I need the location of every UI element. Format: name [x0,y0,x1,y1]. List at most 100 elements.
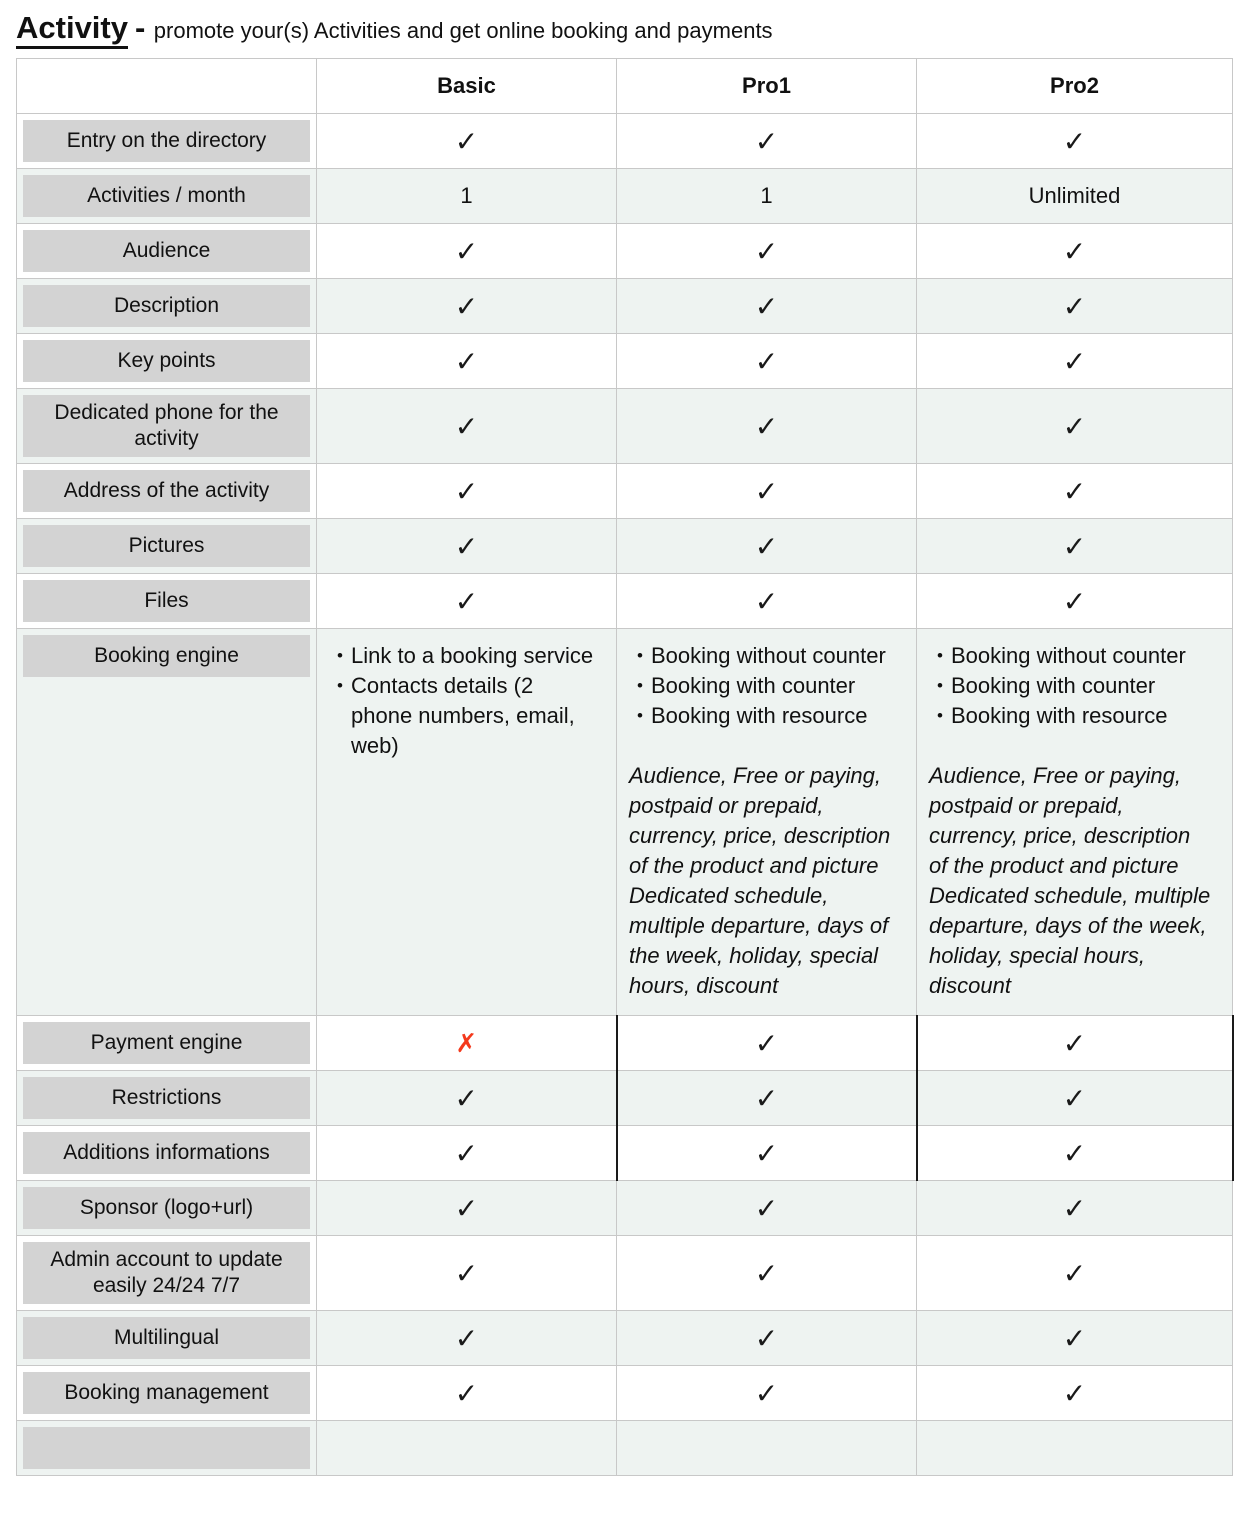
check-cell: ✓ [316,463,617,519]
bullet-text: Contacts details (2 phone numbers, email… [351,673,575,758]
check-cell: ✓ [916,518,1233,574]
row-label [23,1427,310,1469]
check-icon: ✓ [1062,1082,1087,1114]
bullet-text: Booking without counter [651,643,886,668]
check-icon: ✓ [454,1137,478,1169]
features-note: Audience, Free or paying, postpaid or pr… [929,763,1211,998]
check-icon: ✓ [1062,1257,1087,1289]
check-cell: ✓ [316,1310,617,1366]
features-note: Audience, Free or paying, postpaid or pr… [629,763,891,998]
check-cell: ✓ [916,113,1233,169]
feature-bullet: • Booking with counter [629,671,898,701]
check-icon: ✓ [454,530,479,562]
page-header: Activity - promote your(s) Activities and… [16,10,1234,49]
table-row: Additions informations ✓ ✓ ✓ [16,1125,1234,1181]
row-label-cell: Multilingual [16,1310,317,1366]
comparison-table-body: Entry on the directory ✓ ✓ ✓ Activities / mo… [16,113,1234,1476]
check-icon: ✓ [454,345,479,377]
check-cell: ✓ [316,573,617,629]
check-icon: ✓ [754,1027,779,1059]
row-label: Files [23,580,310,622]
check-icon: ✓ [1062,475,1087,507]
check-icon: ✓ [454,1192,479,1224]
table-row [16,1420,1233,1476]
row-label: Admin account to update easily 24/24 7/7 [23,1242,310,1304]
table-header-row: Basic Pro1 Pro2 [16,58,1233,114]
table-row: Payment engine ✗ ✓ ✓ [16,1015,1234,1071]
feature-bullet: • Contacts details (2 phone numbers, emai… [329,671,598,761]
check-cell: ✓ [616,333,917,389]
check-cell: ✓ [616,388,917,464]
check-icon: ✓ [1062,345,1087,377]
table-row: Multilingual ✓ ✓ ✓ [16,1310,1233,1366]
check-cell: ✓ [616,113,917,169]
check-icon: ✓ [454,1322,479,1354]
page-subtitle: promote your(s) Activities and get onlin… [153,18,773,43]
check-cell: ✓ [916,1235,1233,1311]
check-cell: ✓ [316,113,617,169]
check-cell: ✓ [916,333,1233,389]
check-icon: ✓ [754,1192,779,1224]
column-header-pro1: Pro1 [616,58,917,114]
bullet-dot-icon: • [637,646,643,665]
bullet-dot-icon: • [937,646,943,665]
check-cell: ✓ [616,1180,917,1236]
check-icon: ✓ [754,410,779,442]
check-cell: ✓ [616,573,917,629]
check-cell: ✓ [616,518,917,574]
bullet-text: Booking with counter [651,673,856,698]
check-cell: ✓ [316,1235,617,1311]
empty-cell [316,1420,617,1476]
check-cell: ✓ [316,1070,617,1126]
bullet-text: Booking with resource [651,703,868,728]
column-header-basic: Basic [316,58,617,114]
check-icon: ✓ [454,410,479,442]
check-cell: ✓ [616,1235,917,1311]
row-label: Pictures [23,525,310,567]
check-cell: ✓ [916,388,1233,464]
check-cell: ✓ [616,463,917,519]
bullet-dot-icon: • [937,706,943,725]
check-icon: ✓ [1062,530,1087,562]
row-label-cell: Address of the activity [16,463,317,519]
row-label: Booking engine [23,635,310,677]
check-icon: ✓ [1062,1137,1087,1169]
page: Activity - promote your(s) Activities and… [16,10,1234,1476]
row-label-cell: Audience [16,223,317,279]
feature-bullet: • Booking without counter [929,641,1214,671]
features-cell: • Booking without counter • Booking with co… [616,628,917,1016]
table-row: Dedicated phone for the activity ✓ ✓ ✓ [16,388,1233,464]
check-icon: ✓ [454,1377,479,1409]
check-icon: ✓ [754,1137,779,1169]
row-label: Restrictions [23,1077,310,1119]
row-label-cell: Booking management [16,1365,317,1421]
table-row: Key points ✓ ✓ ✓ [16,333,1233,389]
check-cell: ✓ [316,1365,617,1421]
row-label-cell: Additions informations [16,1125,317,1181]
cross-cell: ✗ [316,1015,617,1071]
check-icon: ✓ [1062,125,1087,157]
bullet-dot-icon: • [937,676,943,695]
check-icon: ✓ [754,1377,779,1409]
empty-cell [616,1420,917,1476]
bullet-dot-icon: • [337,676,343,695]
title-separator: - [134,10,146,45]
bullet-text: Booking with resource [951,703,1168,728]
feature-bullet: • Booking with counter [929,671,1214,701]
row-label: Entry on the directory [23,120,310,162]
row-label-cell: Entry on the directory [16,113,317,169]
check-cell: ✓ [316,1125,617,1181]
bullet-dot-icon: • [637,676,643,695]
row-label-cell: Dedicated phone for the activity [16,388,317,464]
check-icon: ✓ [754,1082,779,1114]
row-label: Sponsor (logo+url) [23,1187,310,1229]
check-icon: ✓ [754,345,779,377]
row-label-cell: Admin account to update easily 24/24 7/7 [16,1235,317,1311]
check-cell: ✓ [616,278,917,334]
bullet-text: Booking without counter [951,643,1186,668]
check-cell: ✓ [916,573,1233,629]
column-header-pro2: Pro2 [916,58,1233,114]
check-icon: ✓ [454,475,479,507]
bullet-dot-icon: • [637,706,643,725]
check-cell: ✓ [916,463,1233,519]
